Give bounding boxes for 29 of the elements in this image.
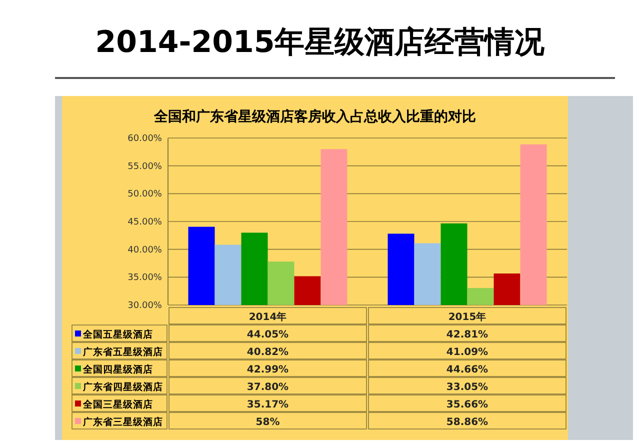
- data-label: 58%: [256, 417, 280, 428]
- y-tick-label: 55.00%: [128, 162, 162, 172]
- y-tick-label: 60.00%: [128, 134, 162, 144]
- legend-label: 广东省五星级酒店: [82, 346, 163, 358]
- data-label: 37.80%: [246, 382, 289, 393]
- data-label: 33.05%: [446, 382, 488, 393]
- legend-label: 全国四星级酒店: [82, 364, 153, 376]
- data-label: 42.99%: [246, 364, 289, 376]
- y-tick-label: 45.00%: [128, 218, 162, 228]
- data-label: 58.86%: [446, 417, 488, 428]
- y-tick-label: 40.00%: [128, 245, 162, 256]
- data-label: 35.17%: [246, 400, 289, 410]
- data-label: 35.66%: [446, 400, 488, 410]
- legend-label: 全国三星级酒店: [82, 398, 153, 410]
- data-label: 44.05%: [246, 330, 289, 340]
- chart-title: 2014-2015年星级酒店经营情况: [95, 25, 546, 60]
- x-tick-label: 2014年: [248, 311, 287, 323]
- chart-subtitle: 全国和广东省星级酒店客房收入占总收入比重的对比: [153, 108, 476, 125]
- y-tick-label: 30.00%: [128, 301, 162, 311]
- data-label: 41.09%: [446, 347, 488, 358]
- x-tick-label: 2015年: [448, 311, 486, 323]
- legend-label: 全国五星级酒店: [82, 328, 153, 340]
- y-tick-label: 35.00%: [128, 273, 162, 284]
- legend-label: 广东省四星级酒店: [82, 381, 163, 393]
- data-label: 40.82%: [246, 347, 289, 358]
- data-label: 44.66%: [446, 364, 488, 376]
- data-label: 42.81%: [446, 330, 488, 340]
- y-tick-label: 50.00%: [128, 190, 162, 200]
- legend-label: 广东省三星级酒店: [82, 416, 163, 428]
